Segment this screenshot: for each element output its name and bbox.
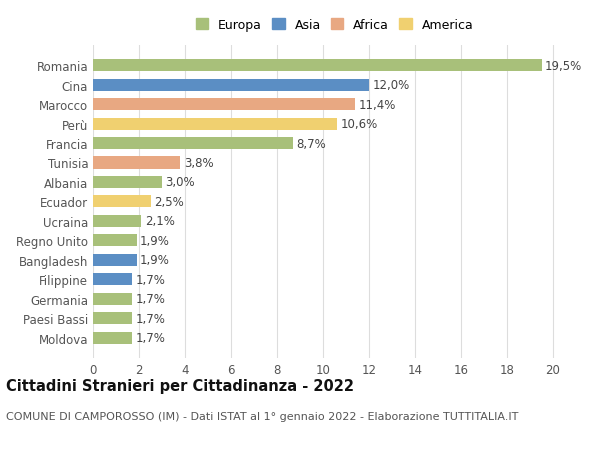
Bar xyxy=(93,332,132,344)
Text: 8,7%: 8,7% xyxy=(296,137,326,150)
Bar xyxy=(93,274,132,285)
Text: 2,1%: 2,1% xyxy=(145,215,175,228)
Text: 2,5%: 2,5% xyxy=(154,196,184,208)
Text: 10,6%: 10,6% xyxy=(340,118,377,131)
Bar xyxy=(93,138,293,150)
Bar xyxy=(93,313,132,325)
Bar xyxy=(93,254,137,266)
Text: 1,7%: 1,7% xyxy=(136,312,166,325)
Text: 11,4%: 11,4% xyxy=(359,98,396,112)
Bar xyxy=(93,293,132,305)
Text: 1,9%: 1,9% xyxy=(140,234,170,247)
Text: 1,9%: 1,9% xyxy=(140,254,170,267)
Bar xyxy=(93,215,142,227)
Text: COMUNE DI CAMPOROSSO (IM) - Dati ISTAT al 1° gennaio 2022 - Elaborazione TUTTITA: COMUNE DI CAMPOROSSO (IM) - Dati ISTAT a… xyxy=(6,411,518,421)
Bar xyxy=(93,99,355,111)
Bar xyxy=(93,60,542,72)
Text: 3,8%: 3,8% xyxy=(184,157,214,170)
Text: 19,5%: 19,5% xyxy=(545,60,582,73)
Bar xyxy=(93,118,337,130)
Bar xyxy=(93,177,162,189)
Text: 3,0%: 3,0% xyxy=(166,176,195,189)
Legend: Europa, Asia, Africa, America: Europa, Asia, Africa, America xyxy=(193,16,476,34)
Bar xyxy=(93,235,137,247)
Text: Cittadini Stranieri per Cittadinanza - 2022: Cittadini Stranieri per Cittadinanza - 2… xyxy=(6,379,354,394)
Text: 1,7%: 1,7% xyxy=(136,273,166,286)
Bar xyxy=(93,196,151,208)
Text: 1,7%: 1,7% xyxy=(136,331,166,344)
Bar xyxy=(93,79,369,91)
Bar xyxy=(93,157,181,169)
Text: 1,7%: 1,7% xyxy=(136,292,166,306)
Text: 12,0%: 12,0% xyxy=(373,79,410,92)
